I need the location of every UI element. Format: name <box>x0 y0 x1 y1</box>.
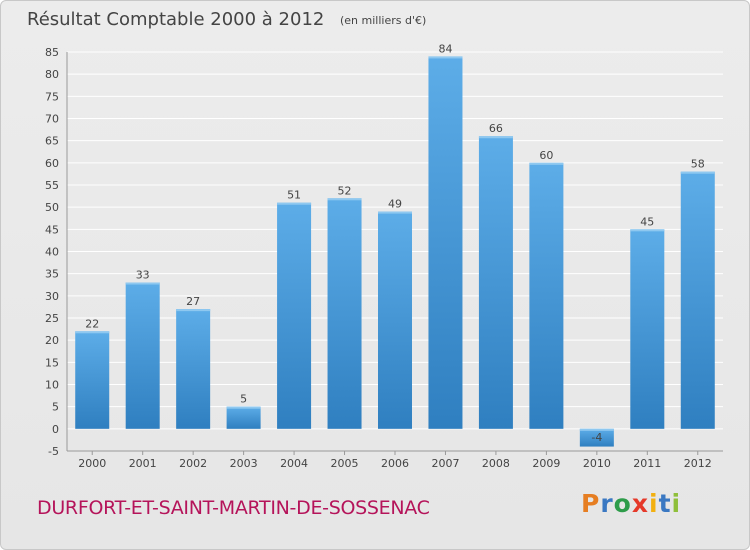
bar-highlight <box>378 211 412 214</box>
y-tick-label: 65 <box>45 135 59 148</box>
bar-highlight <box>680 171 715 174</box>
y-tick-label: 40 <box>45 246 59 259</box>
bar-highlight <box>226 406 261 409</box>
data-label: -4 <box>591 431 602 444</box>
bar-highlight <box>579 428 614 431</box>
x-tick-label: 2007 <box>431 457 459 470</box>
chart-subtitle: (en milliers d'€) <box>340 14 427 27</box>
y-tick-label: 25 <box>45 312 59 325</box>
axis-layer: -5 0 5 10 15 20 25 30 35 40 45 50 55 60 65 70 75 80 85 2000… <box>45 46 723 470</box>
bar-highlight <box>327 198 362 201</box>
y-tick-label: 75 <box>45 90 59 103</box>
y-tick-label: 35 <box>45 268 59 281</box>
bar-2004 <box>277 202 312 429</box>
data-label: 52 <box>338 184 352 197</box>
data-label: 60 <box>539 149 553 162</box>
x-tick-label: 2001 <box>129 457 157 470</box>
y-tick-label: -5 <box>48 445 59 458</box>
y-tick-label: 0 <box>52 423 59 436</box>
y-tick-label: 20 <box>45 334 59 347</box>
x-tick-label: 2008 <box>482 457 510 470</box>
data-label: 66 <box>489 122 503 135</box>
x-tick-label: 2000 <box>78 457 106 470</box>
bar-2012 <box>680 171 715 429</box>
bar-highlight <box>428 56 463 59</box>
x-tick-label: 2002 <box>179 457 207 470</box>
bar-2003 <box>226 406 261 429</box>
x-tick-label: 2003 <box>230 457 258 470</box>
chart-title: Résultat Comptable 2000 à 2012 <box>27 9 325 30</box>
bar-highlight <box>277 202 312 205</box>
bar-highlight <box>478 136 513 139</box>
bar-highlight <box>529 162 564 165</box>
x-tick-label: 2009 <box>532 457 560 470</box>
commune-name: DURFORT-ET-SAINT-MARTIN-DE-SOSSENAC <box>37 497 430 519</box>
bar-highlight <box>630 229 665 232</box>
bar-2001 <box>125 282 160 429</box>
bar-2005 <box>327 198 362 429</box>
y-tick-label: 30 <box>45 290 59 303</box>
x-tick-label: 2004 <box>280 457 308 470</box>
data-label: 49 <box>388 198 402 211</box>
x-tick-label: 2011 <box>633 457 661 470</box>
x-tick-label: 2012 <box>684 457 712 470</box>
y-tick-label: 85 <box>45 46 59 59</box>
proxiti-logo: Proxiti <box>581 489 682 518</box>
data-label: 5 <box>240 393 247 406</box>
x-tick-label: 2006 <box>381 457 409 470</box>
data-label: 22 <box>85 317 99 330</box>
y-tick-label: 60 <box>45 157 59 170</box>
x-tick-label: 2005 <box>331 457 359 470</box>
x-tick-label: 2010 <box>583 457 611 470</box>
data-label: 45 <box>640 215 654 228</box>
bar-highlight <box>75 331 110 334</box>
bar-highlight <box>125 282 160 285</box>
data-label-layer: 22 33 27 5 51 52 49 84 66 60 -4 45 58 <box>85 42 705 443</box>
y-tick-label: 80 <box>45 68 59 81</box>
bar-2007 <box>428 56 463 429</box>
y-tick-label: 70 <box>45 113 59 126</box>
bar-2008 <box>478 136 513 429</box>
bar-2002 <box>176 309 211 429</box>
data-label: 33 <box>136 269 150 282</box>
data-label: 84 <box>438 42 452 55</box>
bar-2009 <box>529 162 564 429</box>
y-tick-label: 55 <box>45 179 59 192</box>
data-label: 58 <box>691 158 705 171</box>
data-label: 51 <box>287 189 301 202</box>
data-label: 27 <box>186 295 200 308</box>
bar-2006 <box>378 211 412 429</box>
bar-2010 <box>579 428 614 447</box>
y-tick-label: 50 <box>45 201 59 214</box>
bar-layer <box>75 56 715 447</box>
y-tick-label: 15 <box>45 356 59 369</box>
bar-highlight <box>176 309 211 312</box>
y-tick-label: 45 <box>45 223 59 236</box>
bar-2000 <box>75 331 110 429</box>
y-tick-label: 5 <box>52 401 59 414</box>
bar-2011 <box>630 229 665 429</box>
y-tick-label: 10 <box>45 379 59 392</box>
